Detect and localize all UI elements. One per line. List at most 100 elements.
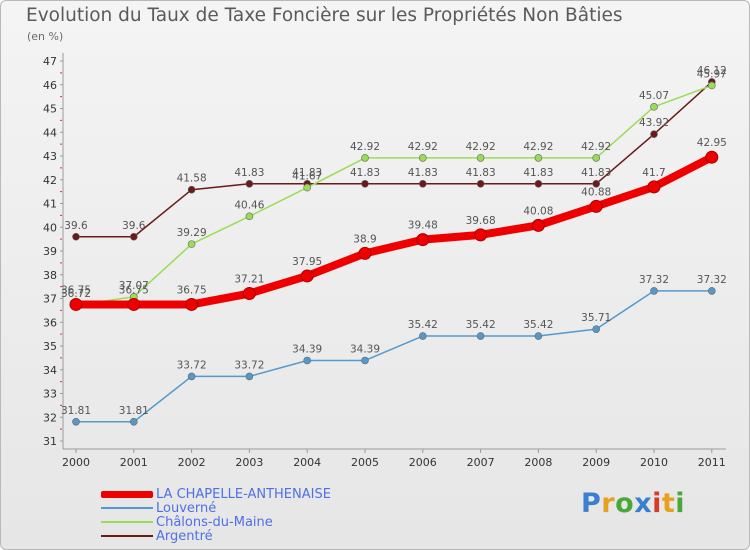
data-point-chalons-du-maine xyxy=(534,154,543,162)
data-point-chalons-du-maine xyxy=(187,240,196,248)
x-tick-label: 2009 xyxy=(582,456,610,469)
x-tick-label: 2010 xyxy=(640,456,668,469)
legend-swatch xyxy=(101,521,153,523)
data-point-louverne xyxy=(361,356,369,365)
data-point-la-chapelle-anthenaise xyxy=(647,180,661,194)
data-label-chalons-du-maine: 36.72 xyxy=(61,288,91,300)
series-line-chalons-du-maine xyxy=(75,84,713,306)
axes: 31 32 33 34 35 36 37 38 39 40 41 42 43 44 45 46 47 2000 20… xyxy=(43,53,726,469)
data-point-la-chapelle-anthenaise xyxy=(242,287,256,301)
data-label-louverne: 33.72 xyxy=(177,359,207,371)
data-label-la-chapelle-anthenaise: 37.21 xyxy=(234,274,264,286)
x-tick-label: 2003 xyxy=(235,456,263,469)
data-point-argentre xyxy=(361,179,369,188)
data-point-chalons-du-maine xyxy=(592,154,601,162)
data-point-argentre xyxy=(72,232,80,241)
data-point-argentre xyxy=(245,179,254,188)
data-label-chalons-du-maine: 42.92 xyxy=(523,141,553,153)
data-label-argentre: 41.58 xyxy=(177,173,207,185)
x-tick-label: 2006 xyxy=(409,456,437,469)
y-tick-label: 36 xyxy=(43,316,57,329)
legend-swatch xyxy=(101,507,153,509)
y-tick-label: 42 xyxy=(43,174,57,187)
data-label-la-chapelle-anthenaise: 38.9 xyxy=(353,233,376,245)
data-label-chalons-du-maine: 45.07 xyxy=(639,90,669,102)
y-tick-label: 35 xyxy=(43,340,57,353)
data-label-argentre: 41.83 xyxy=(292,167,322,179)
data-label-argentre: 43.92 xyxy=(639,117,669,129)
data-point-chalons-du-maine xyxy=(361,154,369,162)
data-point-la-chapelle-anthenaise xyxy=(300,269,314,283)
data-point-la-chapelle-anthenaise xyxy=(705,150,719,164)
data-point-argentre xyxy=(187,185,196,194)
x-tick-label: 2001 xyxy=(120,456,148,469)
data-label-la-chapelle-anthenaise: 41.7 xyxy=(642,167,665,179)
data-label-louverne: 31.81 xyxy=(61,405,91,417)
legend-label: Argentré xyxy=(156,528,213,544)
data-point-louverne xyxy=(534,332,543,340)
data-label-argentre: 41.83 xyxy=(581,167,611,179)
data-label-la-chapelle-anthenaise: 37.95 xyxy=(292,256,322,268)
y-tick-label: 41 xyxy=(43,198,57,211)
data-labels: 39.6 39.641.58 41.83 41.83 41.83 41.83 41.83 41… xyxy=(61,65,727,417)
data-point-chalons-du-maine xyxy=(650,103,658,111)
data-label-chalons-du-maine: 40.46 xyxy=(234,199,264,211)
y-tick-label: 44 xyxy=(43,126,57,139)
data-label-argentre: 41.83 xyxy=(234,167,264,179)
data-label-la-chapelle-anthenaise: 36.75 xyxy=(119,284,149,296)
y-tick-label: 39 xyxy=(43,245,57,258)
data-label-louverne: 35.42 xyxy=(523,319,553,331)
data-label-argentre: 41.83 xyxy=(523,167,553,179)
legend-item-louverne: Louverné xyxy=(101,501,331,516)
data-point-la-chapelle-anthenaise xyxy=(185,297,199,311)
data-point-louverne xyxy=(476,332,485,340)
data-label-argentre: 39.6 xyxy=(64,220,88,232)
x-tick-label: 2002 xyxy=(178,456,206,469)
legend-label: LA CHAPELLE-ANTHENAISE xyxy=(156,486,331,502)
series-line-argentre xyxy=(75,81,713,238)
x-tick-label: 2008 xyxy=(524,456,552,469)
x-tick-label: 2004 xyxy=(293,456,321,469)
legend-label: Châlons-du-Maine xyxy=(156,514,273,530)
data-point-argentre xyxy=(534,179,543,188)
data-label-chalons-du-maine: 45.97 xyxy=(697,68,727,80)
data-label-louverne: 35.42 xyxy=(408,319,438,331)
y-tick-label: 32 xyxy=(43,411,57,424)
data-point-louverne xyxy=(72,417,80,426)
data-point-la-chapelle-anthenaise xyxy=(416,233,430,247)
data-label-la-chapelle-anthenaise: 39.68 xyxy=(466,215,496,227)
y-tick-label: 38 xyxy=(43,269,57,282)
data-label-chalons-du-maine: 37.07 xyxy=(119,280,149,292)
legend-item-la-chapelle-anthenaise: LA CHAPELLE-ANTHENAISE xyxy=(101,486,331,502)
y-tick-label: 45 xyxy=(43,103,57,116)
data-label-la-chapelle-anthenaise: 36.75 xyxy=(61,284,91,296)
data-label-louverne: 34.39 xyxy=(292,343,322,355)
data-label-chalons-du-maine: 42.92 xyxy=(466,141,496,153)
data-point-chalons-du-maine xyxy=(707,81,716,90)
data-label-argentre: 46.12 xyxy=(697,65,727,77)
data-label-la-chapelle-anthenaise: 40.88 xyxy=(581,186,611,198)
y-tick-label: 40 xyxy=(43,221,57,234)
series-line-louverne xyxy=(75,290,713,423)
y-tick-label: 31 xyxy=(43,435,57,448)
data-point-louverne xyxy=(592,325,601,333)
y-tick-label: 33 xyxy=(43,388,57,401)
y-axis-unit-label: (en %) xyxy=(27,30,64,43)
legend: LA CHAPELLE-ANTHENAISE Louverné Châlons-… xyxy=(101,486,331,544)
data-point-argentre xyxy=(592,179,601,188)
data-label-louverne: 34.39 xyxy=(350,343,380,355)
y-tick-label: 34 xyxy=(43,364,57,377)
data-point-argentre xyxy=(650,130,658,138)
data-label-louverne: 33.72 xyxy=(234,359,264,371)
x-tick-label: 2000 xyxy=(62,456,90,469)
data-label-chalons-du-maine: 42.92 xyxy=(350,141,380,153)
data-label-argentre: 41.83 xyxy=(466,167,496,179)
series-line-la-chapelle-anthenaise xyxy=(72,153,716,309)
data-label-louverne: 37.32 xyxy=(639,274,669,286)
data-point-la-chapelle-anthenaise xyxy=(531,218,545,232)
data-point-argentre xyxy=(476,179,485,188)
data-label-chalons-du-maine: 42.92 xyxy=(408,141,438,153)
legend-swatch xyxy=(101,535,153,537)
